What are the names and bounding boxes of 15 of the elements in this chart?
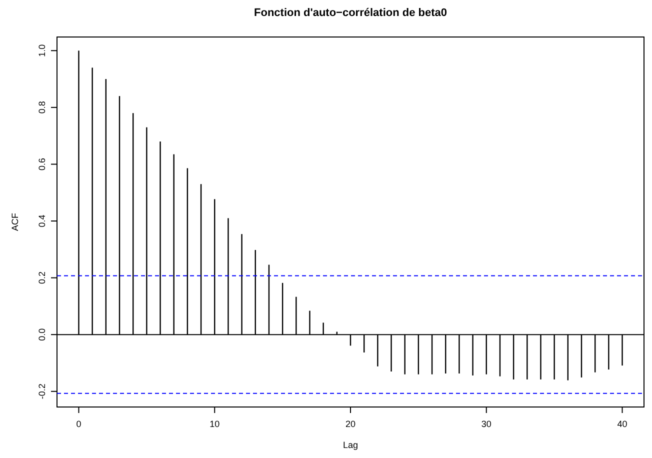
chart-title: Fonction d'auto−corrélation de beta0 (254, 7, 447, 19)
y-tick-label: 0.2 (37, 272, 47, 284)
y-tick-label: 0.6 (37, 158, 47, 170)
y-tick-label: 1.0 (37, 44, 47, 57)
y-tick-label: 0.4 (37, 214, 47, 228)
y-tick-label: 0.8 (37, 101, 47, 114)
y-axis-title: ACF (10, 212, 20, 231)
x-tick-label: 0 (76, 419, 82, 429)
x-tick-label: 10 (210, 419, 220, 429)
x-axis-title: Lag (342, 440, 358, 450)
x-tick-label: 20 (345, 419, 356, 429)
y-tick-label: 0.0 (37, 328, 47, 341)
y-tick-label: -0.2 (37, 384, 47, 400)
x-tick-label: 30 (481, 419, 492, 429)
x-tick-label: 40 (617, 419, 628, 429)
